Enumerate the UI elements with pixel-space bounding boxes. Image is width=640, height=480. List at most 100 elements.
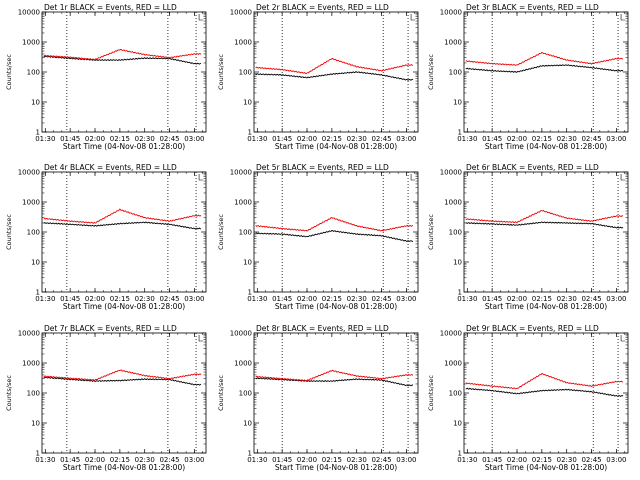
events-series-line (465, 64, 624, 73)
y-tick-label: 10000 (18, 9, 40, 17)
detector-panel: Det 9r BLACK = Events, RED = LLD 1 10 100 10… (427, 324, 629, 472)
x-tick-label: 03:00 (606, 295, 626, 303)
x-tick-label: 02:00 (297, 456, 317, 464)
y-tick-label: 10 (31, 259, 40, 267)
lld-series-line (255, 217, 414, 232)
y-tick-label: 100 (27, 229, 40, 237)
detector-panel: Det 7r BLACK = Events, RED = LLD 1 10 100 10… (5, 324, 207, 472)
y-tick-label: 10000 (18, 330, 40, 338)
y-tick-label: 1 (248, 289, 252, 297)
y-tick-label: 100 (239, 229, 252, 237)
detector-panel: Det 3r BLACK = Events, RED = LLD 1 10 100 10… (427, 3, 629, 151)
y-tick-label: 10000 (18, 169, 40, 177)
plot-frame (253, 11, 419, 133)
x-tick-label: 02:15 (110, 295, 130, 303)
lld-series-line (43, 208, 202, 224)
x-tick-label: 01:30 (457, 456, 477, 464)
y-axis-label: Counts/sec (427, 214, 435, 250)
x-tick-label: 02:30 (347, 295, 367, 303)
x-tick-label: 02:15 (322, 135, 342, 143)
x-tick-label: 02:30 (135, 135, 155, 143)
x-tick-label: 03:00 (396, 295, 416, 303)
events-series-line (465, 387, 624, 397)
x-tick-label: 01:45 (60, 456, 80, 464)
lld-series-line (465, 209, 624, 224)
x-tick-label: 02:30 (135, 295, 155, 303)
panel-title: Det 8r BLACK = Events, RED = LLD (256, 324, 389, 333)
x-axis-label: Start Time (04-Nov-08 01:28:00) (63, 142, 185, 151)
x-tick-label: 03:00 (184, 295, 204, 303)
panel-title: Det 5r BLACK = Events, RED = LLD (256, 163, 389, 172)
x-tick-label: 02:15 (532, 456, 552, 464)
plot-frame (463, 332, 629, 454)
x-tick-label: 02:30 (557, 456, 577, 464)
y-tick-label: 10000 (230, 330, 252, 338)
x-tick-label: 02:00 (85, 135, 105, 143)
plot-frame (253, 332, 419, 454)
y-axis-label: Counts/sec (5, 54, 13, 90)
panel-title: Det 4r BLACK = Events, RED = LLD (44, 163, 177, 172)
y-tick-label: 1 (458, 289, 462, 297)
x-axis-label: Start Time (04-Nov-08 01:28:00) (275, 142, 397, 151)
x-tick-label: 02:45 (371, 456, 391, 464)
y-axis-label: Counts/sec (217, 214, 225, 250)
y-tick-label: 10000 (440, 169, 462, 177)
x-axis-label: Start Time (04-Nov-08 01:28:00) (485, 302, 607, 311)
y-axis-label: Counts/sec (217, 375, 225, 411)
x-tick-label: 01:30 (247, 135, 267, 143)
x-tick-label: 01:30 (35, 135, 55, 143)
y-axis-label: Counts/sec (427, 375, 435, 411)
panel-title: Det 6r BLACK = Events, RED = LLD (466, 163, 599, 172)
y-tick-label: 1000 (444, 39, 462, 47)
panel-title: Det 2r BLACK = Events, RED = LLD (256, 3, 389, 12)
marker-glyph (620, 14, 626, 21)
events-series-line (465, 221, 624, 229)
y-tick-label: 10 (453, 99, 462, 107)
y-axis-label: Counts/sec (217, 54, 225, 90)
x-tick-label: 01:45 (482, 295, 502, 303)
x-tick-label: 02:30 (347, 135, 367, 143)
y-tick-label: 10 (31, 99, 40, 107)
x-tick-label: 02:15 (532, 295, 552, 303)
detector-panel: Det 4r BLACK = Events, RED = LLD 1 10 100 10… (5, 163, 207, 311)
y-tick-label: 1000 (234, 39, 252, 47)
y-tick-label: 10000 (230, 169, 252, 177)
panel-title: Det 9r BLACK = Events, RED = LLD (466, 324, 599, 333)
y-tick-label: 1 (36, 289, 40, 297)
y-tick-label: 100 (239, 69, 252, 77)
y-tick-label: 1000 (234, 360, 252, 368)
x-tick-label: 01:30 (247, 295, 267, 303)
x-tick-label: 03:00 (606, 135, 626, 143)
y-axis-label: Counts/sec (5, 375, 13, 411)
x-tick-label: 02:45 (159, 295, 179, 303)
x-axis-label: Start Time (04-Nov-08 01:28:00) (485, 463, 607, 472)
y-tick-label: 10 (243, 420, 252, 428)
marker-glyph (620, 174, 626, 181)
x-axis-label: Start Time (04-Nov-08 01:28:00) (275, 463, 397, 472)
y-tick-label: 1000 (444, 199, 462, 207)
x-tick-label: 02:30 (557, 135, 577, 143)
events-series-line (255, 229, 414, 243)
y-axis-label: Counts/sec (5, 214, 13, 250)
x-axis-label: Start Time (04-Nov-08 01:28:00) (485, 142, 607, 151)
y-tick-label: 10 (453, 420, 462, 428)
detector-panel: Det 1r BLACK = Events, RED = LLD 1 10 100 10… (5, 3, 207, 151)
y-tick-label: 100 (239, 390, 252, 398)
x-tick-label: 01:45 (272, 135, 292, 143)
y-tick-label: 10000 (440, 330, 462, 338)
x-tick-label: 02:15 (110, 456, 130, 464)
y-tick-label: 1000 (234, 199, 252, 207)
y-tick-label: 100 (27, 69, 40, 77)
y-tick-label: 10000 (440, 9, 462, 17)
x-tick-label: 01:45 (60, 135, 80, 143)
events-series-line (43, 55, 202, 65)
x-axis-label: Start Time (04-Nov-08 01:28:00) (275, 302, 397, 311)
x-tick-label: 02:45 (371, 295, 391, 303)
x-tick-label: 02:15 (322, 456, 342, 464)
y-tick-label: 100 (449, 69, 462, 77)
y-tick-label: 1 (36, 129, 40, 137)
x-tick-label: 02:15 (532, 135, 552, 143)
x-tick-label: 01:45 (482, 456, 502, 464)
lld-series-line (43, 48, 202, 61)
x-tick-label: 02:00 (85, 456, 105, 464)
